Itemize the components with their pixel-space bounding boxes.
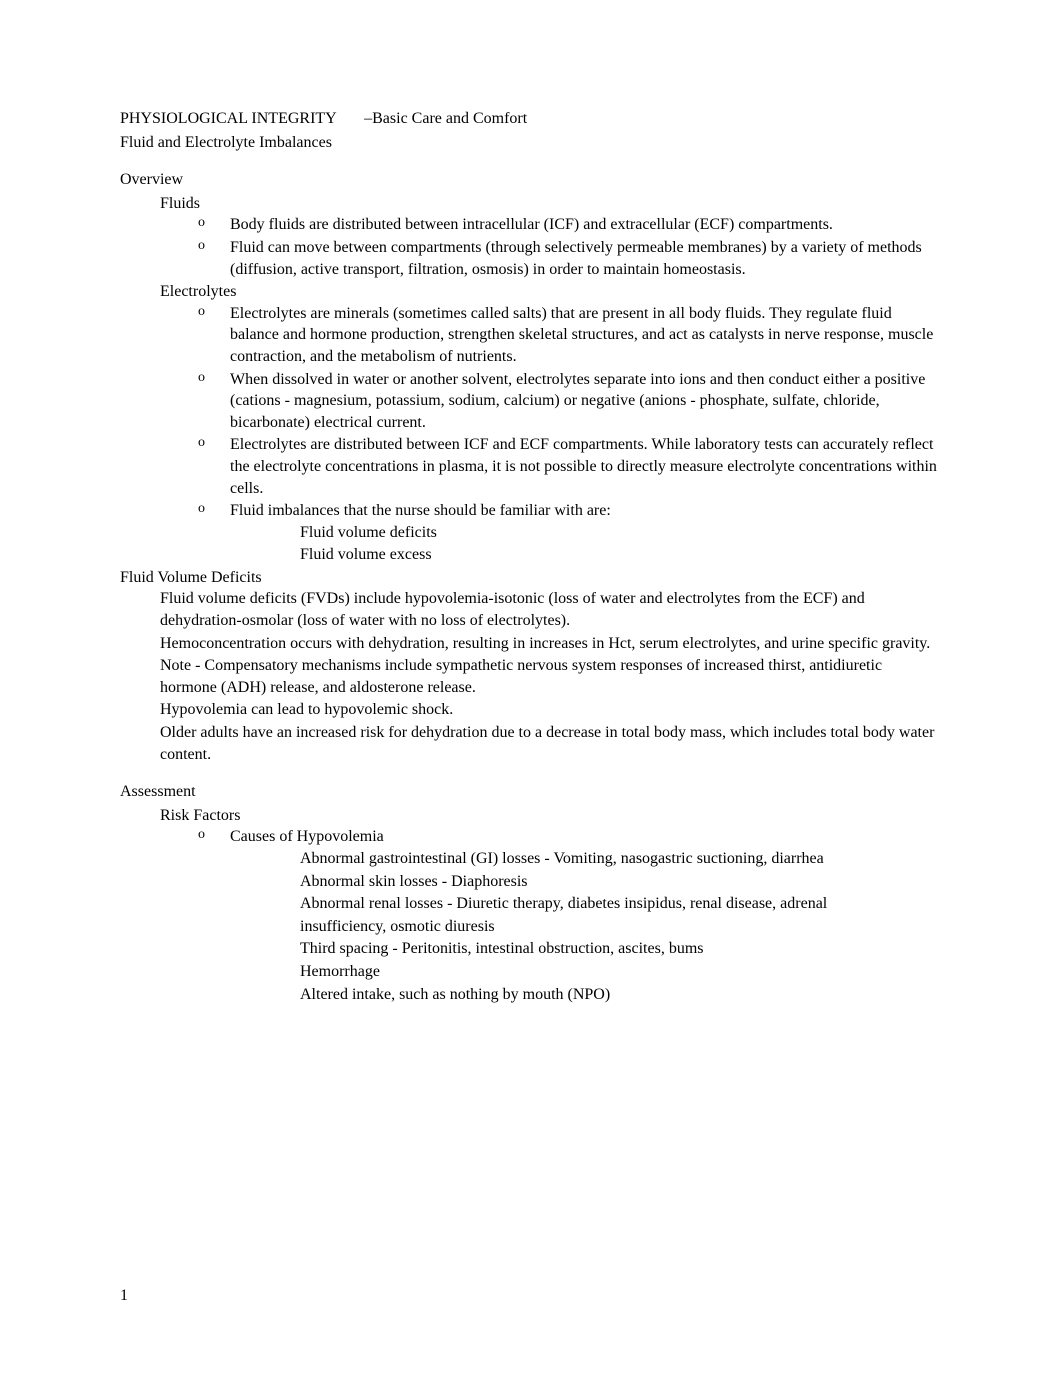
electrolytes-sublist: Electrolytes are minerals (sometimes cal…: [160, 303, 942, 566]
risk-factors-label: Risk Factors: [160, 807, 240, 824]
causes-hypovolemia: Causes of Hypovolemia Abnormal gastroint…: [160, 826, 942, 1005]
cause-gi: Abnormal gastrointestinal (GI) losses - …: [230, 848, 942, 870]
fluids-item-2: Fluid can move between compartments (thr…: [160, 237, 942, 280]
cause-skin: Abnormal skin losses - Diaphoresis: [230, 871, 942, 893]
overview-list: Fluids Body fluids are distributed betwe…: [120, 193, 942, 566]
overview-fluids: Fluids Body fluids are distributed betwe…: [120, 193, 942, 280]
overview-electrolytes: Electrolytes Electrolytes are minerals (…: [120, 281, 942, 566]
fluids-sublist: Body fluids are distributed between intr…: [160, 214, 942, 280]
overview-title: Overview: [120, 169, 942, 191]
fvd-list: Fluid volume deficits (FVDs) include hyp…: [120, 588, 942, 765]
header-spacer: [336, 110, 364, 127]
electrolytes-item-4-text: Fluid imbalances that the nurse should b…: [230, 502, 611, 519]
cause-altered-intake: Altered intake, such as nothing by mouth…: [230, 984, 942, 1006]
cause-hemorrhage: Hemorrhage: [230, 961, 942, 983]
fvd-item-4: Hypovolemia can lead to hypovolemic shoc…: [120, 699, 942, 721]
cause-insufficiency: insufficiency, osmotic diuresis: [230, 916, 942, 938]
electrolytes-item-1: Electrolytes are minerals (sometimes cal…: [160, 303, 942, 368]
fvd-item-1: Fluid volume deficits (FVDs) include hyp…: [120, 588, 942, 631]
fvd-item-2: Hemoconcentration occurs with dehydratio…: [120, 633, 942, 655]
page-number: 1: [120, 1285, 128, 1307]
fluid-imbalances-list: Fluid volume deficits Fluid volume exces…: [230, 522, 942, 566]
cause-renal: Abnormal renal losses - Diuretic therapy…: [230, 893, 942, 915]
overview-fluids-label: Fluids: [160, 195, 200, 212]
causes-hypovolemia-label: Causes of Hypovolemia: [230, 828, 384, 845]
header-line-1: PHYSIOLOGICAL INTEGRITY –Basic Care and …: [120, 108, 942, 130]
fluid-imbalance-excess: Fluid volume excess: [230, 544, 942, 566]
fvd-item-3: Note - Compensatory mechanisms include s…: [120, 655, 942, 698]
fluids-item-1: Body fluids are distributed between intr…: [160, 214, 942, 236]
assessment-risk-factors: Risk Factors Causes of Hypovolemia Abnor…: [120, 805, 942, 1005]
risk-factors-sublist: Causes of Hypovolemia Abnormal gastroint…: [160, 826, 942, 1005]
document-page: PHYSIOLOGICAL INTEGRITY –Basic Care and …: [0, 0, 1062, 1377]
electrolytes-item-3: Electrolytes are distributed between ICF…: [160, 434, 942, 499]
cause-third-spacing: Third spacing - Peritonitis, intestinal …: [230, 938, 942, 960]
assessment-list: Risk Factors Causes of Hypovolemia Abnor…: [120, 805, 942, 1005]
header-line-2: Fluid and Electrolyte Imbalances: [120, 132, 942, 154]
electrolytes-item-4: Fluid imbalances that the nurse should b…: [160, 500, 942, 566]
causes-list: Abnormal gastrointestinal (GI) losses - …: [230, 848, 942, 1005]
fluid-imbalance-deficit: Fluid volume deficits: [230, 522, 942, 544]
assessment-title: Assessment: [120, 781, 942, 803]
header-subcategory: –Basic Care and Comfort: [364, 110, 527, 127]
fvd-item-5: Older adults have an increased risk for …: [120, 722, 942, 765]
overview-electrolytes-label: Electrolytes: [160, 283, 236, 300]
fvd-title: Fluid Volume Deficits: [120, 567, 942, 589]
electrolytes-item-2: When dissolved in water or another solve…: [160, 369, 942, 434]
header-category: PHYSIOLOGICAL INTEGRITY: [120, 110, 336, 127]
